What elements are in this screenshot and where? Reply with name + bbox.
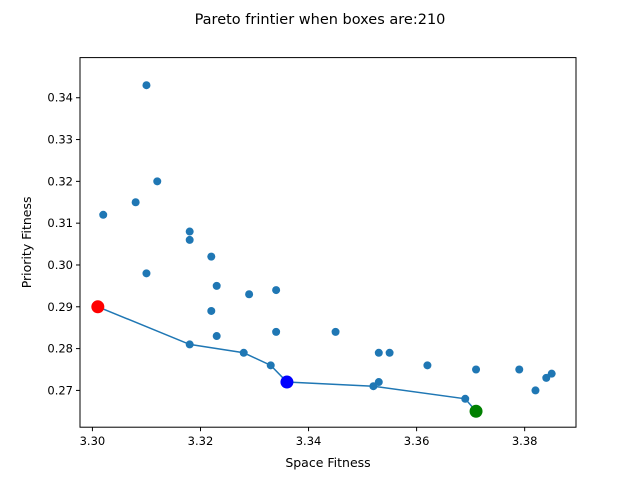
frontier-line [97,306,477,412]
scatter-point [369,382,378,391]
highlight-point [91,300,105,314]
scatter-point [472,365,481,374]
y-tick-label: 0.32 [47,174,73,188]
chart-title: Pareto frintier when boxes are:210 [195,12,446,28]
scatter-points [99,81,556,403]
pareto-frontier [97,306,477,412]
highlight-point [469,404,483,418]
y-tick-label: 0.27 [47,383,73,397]
y-axis-ticks: 0.27 0.28 0.29 0.30 0.31 0.32 0.33 0.34 [47,91,80,397]
x-tick-label: 3.36 [404,434,430,448]
y-tick-label: 0.30 [47,258,73,272]
scatter-point [423,361,432,370]
y-tick-label: 0.33 [47,133,73,147]
scatter-point [385,348,394,357]
scatter-point [515,365,524,374]
plot-area-frame [79,57,577,428]
scatter-point [374,378,383,387]
scatter-point [212,332,221,341]
x-tick-label: 3.38 [512,434,538,448]
y-tick-label: 0.34 [47,91,73,105]
y-tick-label: 0.28 [47,342,73,356]
y-tick-label: 0.31 [47,216,73,230]
scatter-point [142,269,151,278]
scatter-point [131,198,140,207]
scatter-point [142,81,151,90]
scatter-point [207,252,216,261]
scatter-point [239,348,248,357]
highlight-point [280,375,294,389]
scatter-point [272,286,281,295]
y-axis-label: Priority Fitness [19,197,34,289]
highlighted-points [91,300,483,418]
x-tick-label: 3.30 [80,434,106,448]
scatter-point [461,394,470,403]
scatter-point [153,177,162,186]
x-axis-label: Space Fitness [285,455,370,470]
scatter-point [185,227,194,236]
scatter-point [374,348,383,357]
scatter-point [207,306,216,315]
scatter-point [266,361,275,370]
scatter-point [272,327,281,336]
scatter-point [185,235,194,244]
x-tick-label: 3.32 [188,434,214,448]
x-axis-ticks: 3.30 3.32 3.34 3.36 3.38 [80,427,538,448]
scatter-point [245,290,254,299]
scatter-point [547,369,556,378]
scatter-point [212,281,221,290]
scatter-point [531,386,540,395]
x-tick-label: 3.34 [296,434,322,448]
scatter-point [331,327,340,336]
scatter-point [542,373,551,382]
scatter-point [99,210,108,219]
scatter-point [185,340,194,349]
y-tick-label: 0.29 [47,300,73,314]
